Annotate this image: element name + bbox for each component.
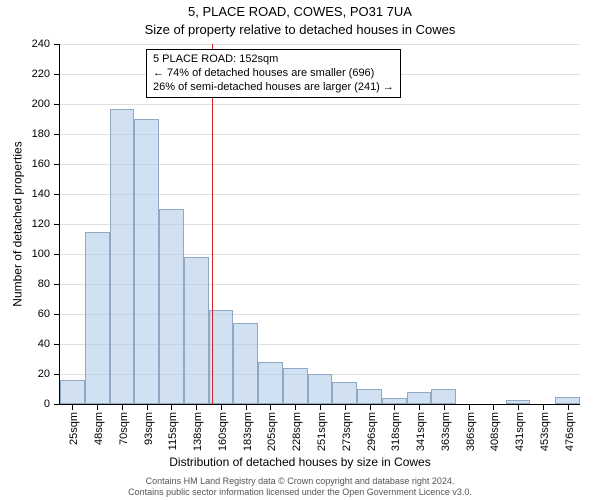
y-tick-label: 240 — [32, 38, 50, 50]
x-tick-label: 363sqm — [440, 412, 452, 451]
x-tick-label: 205sqm — [266, 412, 278, 451]
x-tick-label: 296sqm — [366, 412, 378, 451]
x-tick-mark — [122, 404, 123, 410]
x-tick-mark — [419, 404, 420, 410]
x-tick-label: 251sqm — [316, 412, 328, 451]
x-axis-label: Distribution of detached houses by size … — [0, 455, 600, 469]
x-tick-mark — [147, 404, 148, 410]
x-tick-mark — [345, 404, 346, 410]
x-tick-label: 48sqm — [93, 412, 105, 445]
annotation-line2: ← 74% of detached houses are smaller (69… — [153, 67, 394, 81]
x-tick-label: 138sqm — [192, 412, 204, 451]
y-tick-label: 80 — [38, 278, 50, 290]
x-tick-label: 386sqm — [465, 412, 477, 451]
y-tick-label: 60 — [38, 308, 50, 320]
y-tick-label: 140 — [32, 188, 50, 200]
page-title: 5, PLACE ROAD, COWES, PO31 7UA — [0, 4, 600, 19]
x-tick-label: 115sqm — [167, 412, 179, 450]
y-tick-mark — [54, 404, 60, 405]
y-tick-label: 180 — [32, 128, 50, 140]
page-subtitle: Size of property relative to detached ho… — [0, 22, 600, 37]
x-tick-label: 273sqm — [341, 412, 353, 451]
x-tick-label: 453sqm — [539, 412, 551, 451]
x-tick-mark — [370, 404, 371, 410]
y-tick-label: 200 — [32, 98, 50, 110]
x-tick-mark — [320, 404, 321, 410]
y-tick-label: 40 — [38, 338, 50, 350]
y-tick-label: 160 — [32, 158, 50, 170]
x-tick-label: 70sqm — [118, 412, 130, 445]
annotation-line1: 5 PLACE ROAD: 152sqm — [153, 53, 394, 67]
x-tick-mark — [221, 404, 222, 410]
x-tick-label: 160sqm — [217, 412, 229, 451]
footer-line1: Contains HM Land Registry data © Crown c… — [0, 476, 600, 487]
x-tick-label: 408sqm — [489, 412, 501, 451]
footer: Contains HM Land Registry data © Crown c… — [0, 476, 600, 498]
x-tick-label: 341sqm — [415, 412, 427, 451]
x-tick-mark — [518, 404, 519, 410]
x-tick-label: 431sqm — [514, 412, 526, 451]
annotation-box: 5 PLACE ROAD: 152sqm ← 74% of detached h… — [146, 49, 401, 98]
x-tick-label: 318sqm — [390, 412, 402, 451]
chart-container: 5, PLACE ROAD, COWES, PO31 7UA Size of p… — [0, 0, 600, 500]
x-tick-mark — [246, 404, 247, 410]
y-tick-label: 120 — [32, 218, 50, 230]
x-tick-mark — [196, 404, 197, 410]
footer-line2: Contains public sector information licen… — [0, 487, 600, 498]
y-tick-label: 100 — [32, 248, 50, 260]
x-tick-label: 228sqm — [291, 412, 303, 451]
x-tick-mark — [493, 404, 494, 410]
x-tick-mark — [469, 404, 470, 410]
y-tick-label: 20 — [38, 368, 50, 380]
x-tick-mark — [444, 404, 445, 410]
annotation-line3: 26% of semi-detached houses are larger (… — [153, 81, 394, 95]
x-tick-mark — [394, 404, 395, 410]
x-tick-mark — [543, 404, 544, 410]
x-tick-mark — [97, 404, 98, 410]
plot-area: 020406080100120140160180200220240 25sqm4… — [60, 44, 580, 404]
x-tick-label: 183sqm — [242, 412, 254, 451]
x-tick-label: 93sqm — [143, 412, 155, 445]
x-tick-mark — [270, 404, 271, 410]
y-tick-label: 220 — [32, 68, 50, 80]
x-tick-mark — [171, 404, 172, 410]
x-tick-mark — [568, 404, 569, 410]
x-tick-mark — [72, 404, 73, 410]
y-axis-label: Number of detached properties — [10, 44, 26, 404]
x-tick-label: 476sqm — [564, 412, 576, 451]
y-tick-label: 0 — [44, 398, 50, 410]
x-tick-label: 25sqm — [68, 412, 80, 445]
x-tick-mark — [295, 404, 296, 410]
